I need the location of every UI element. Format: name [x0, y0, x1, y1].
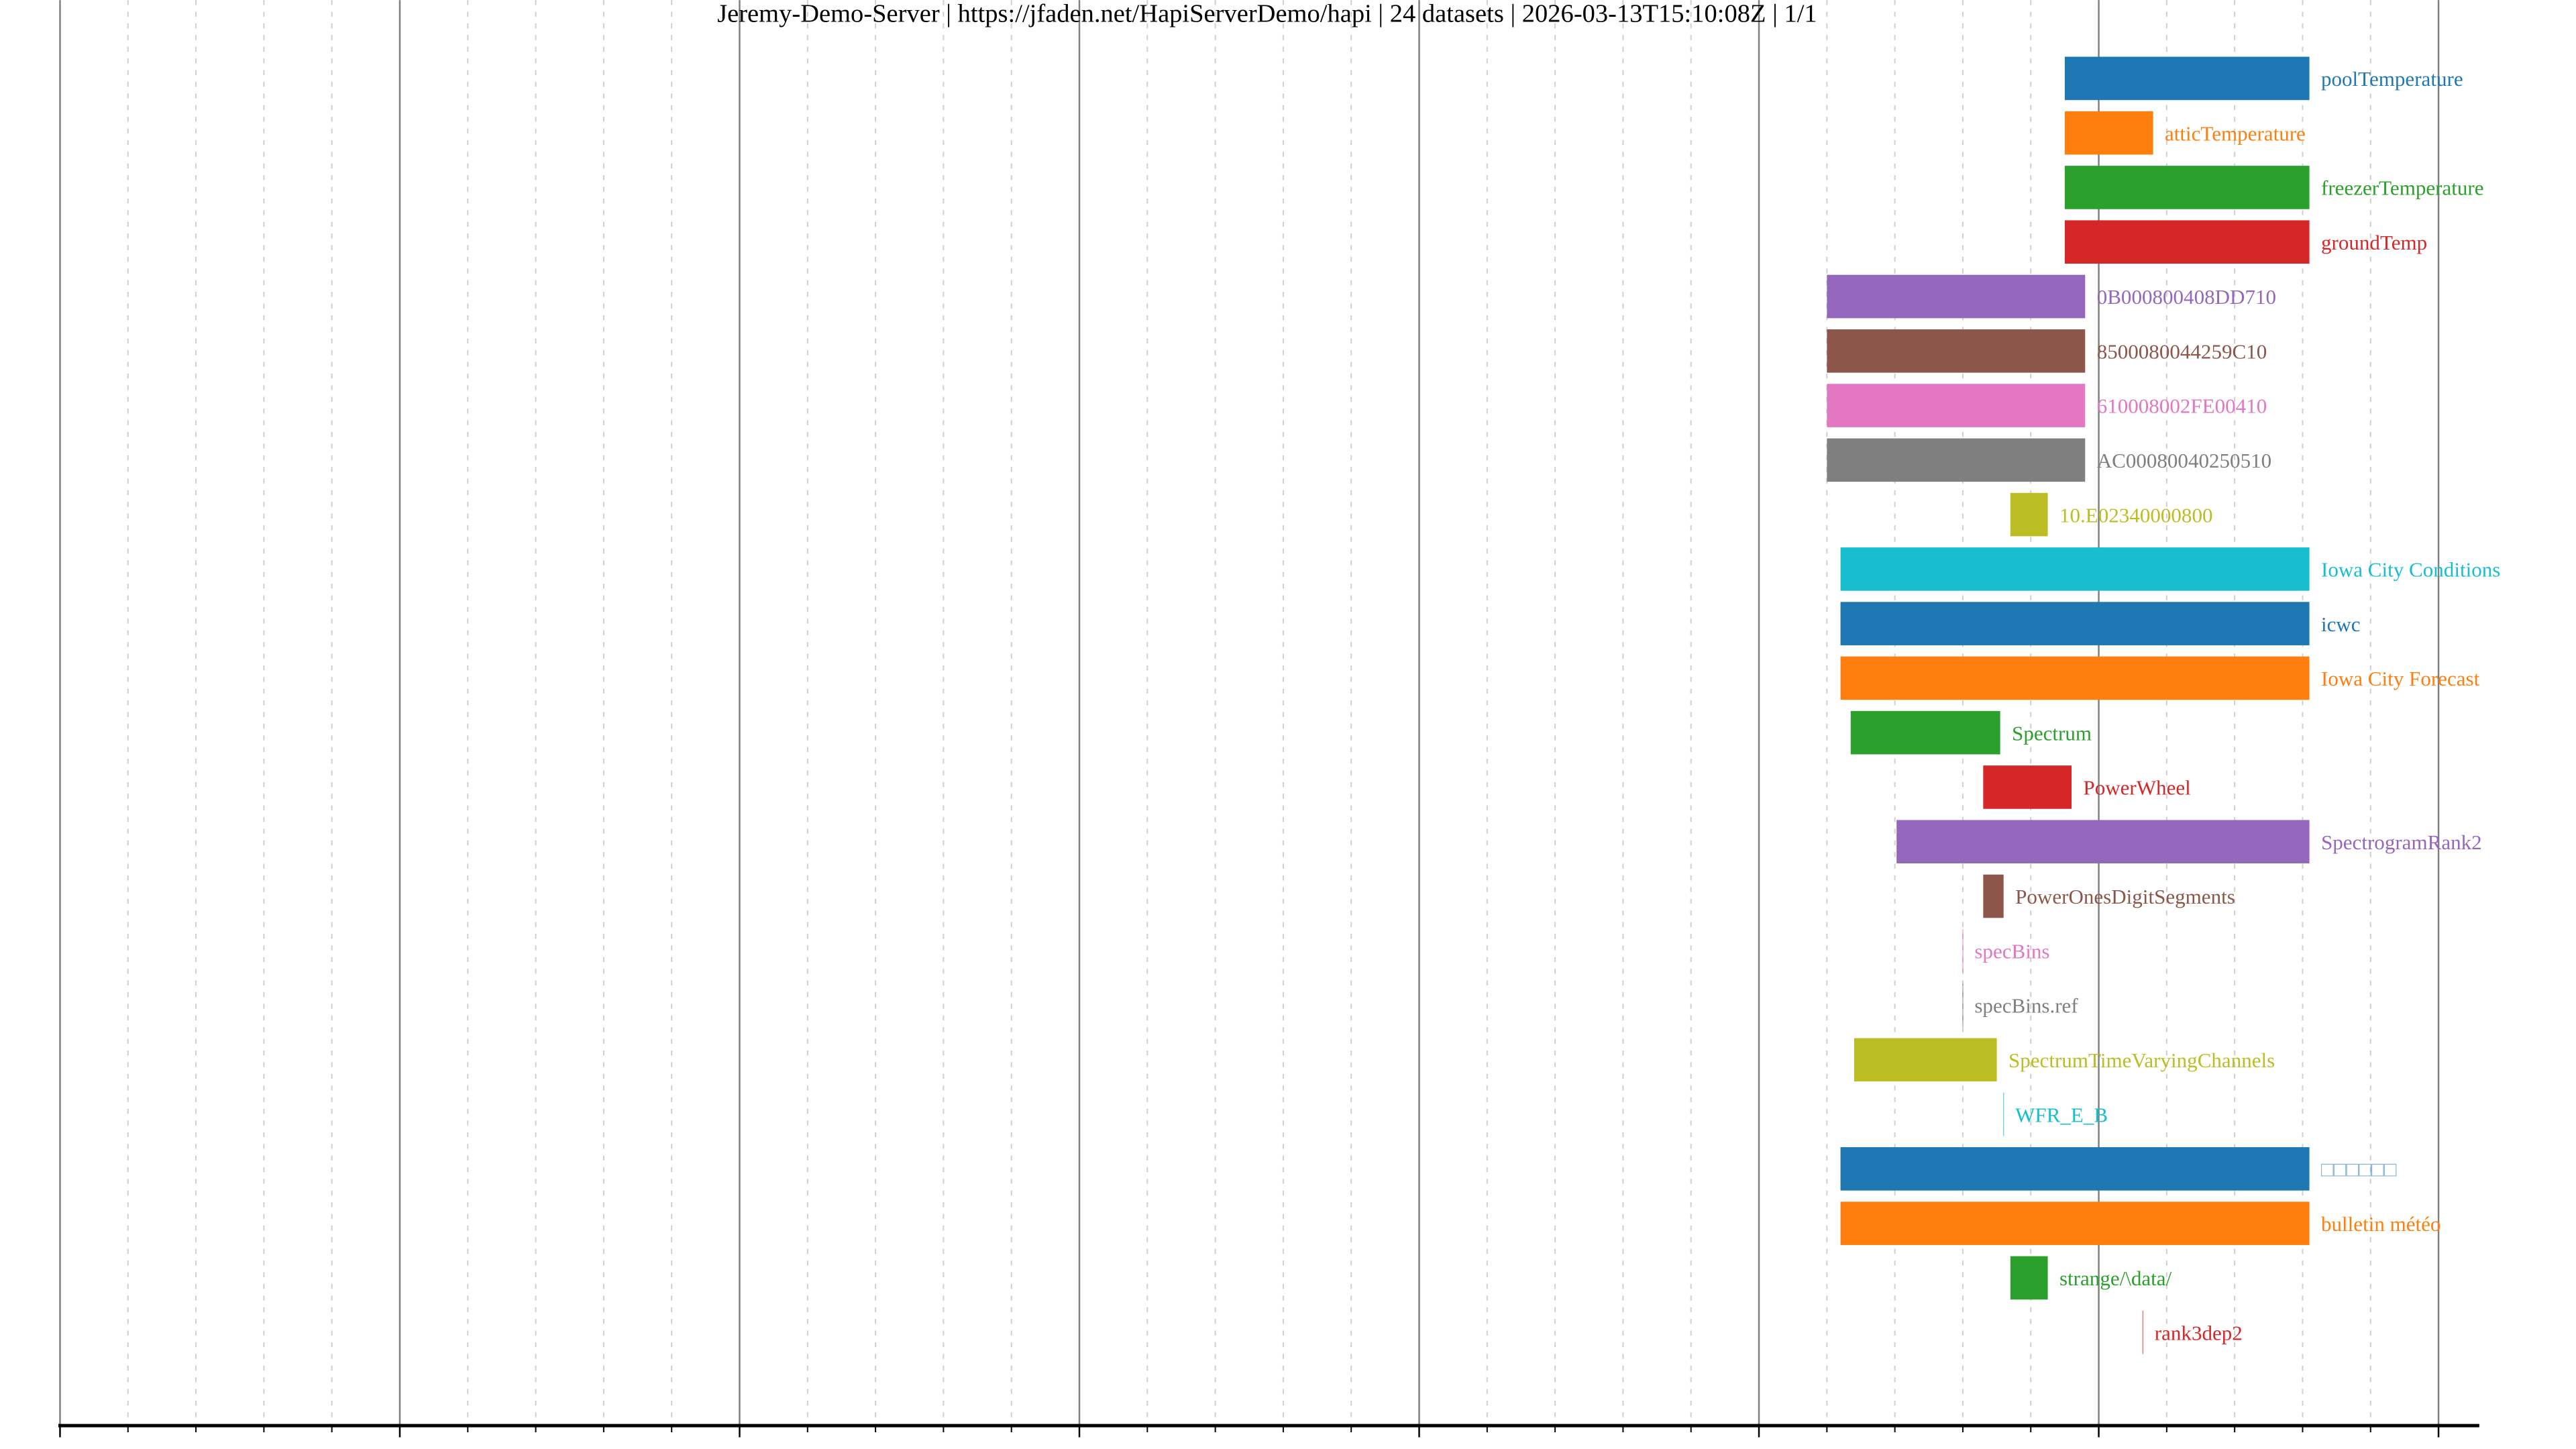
- dataset-bar: [1827, 438, 2086, 482]
- dataset-row: Iowa City Forecast: [1840, 656, 2480, 700]
- dataset-label: 610008002FE00410: [2097, 394, 2267, 418]
- dataset-label: atticTemperature: [2165, 121, 2306, 145]
- chart-title: Jeremy-Demo-Server | https://jfaden.net/…: [717, 0, 1817, 28]
- dataset-bars: poolTemperature atticTemperature freezerTe…: [1827, 56, 2500, 1354]
- dataset-bar: [1896, 820, 2310, 864]
- x-tick-label: 1990: [1053, 1447, 1105, 1449]
- dataset-bar: [1840, 656, 2310, 700]
- dataset-bar: [2064, 220, 2310, 264]
- dataset-row: Spectrum: [1850, 710, 2092, 755]
- dataset-label: groundTemp: [2321, 231, 2427, 254]
- dataset-label: rank3dep2: [2155, 1321, 2243, 1344]
- dataset-row: strange/\data/: [2010, 1256, 2172, 1300]
- dataset-row: □□□□□□: [1840, 1147, 2397, 1191]
- dataset-label: specBins.ref: [1974, 994, 2078, 1018]
- x-tick-label: 2030: [2413, 1447, 2465, 1449]
- dataset-label: PowerOnesDigitSegments: [2015, 885, 2235, 908]
- dataset-label: Iowa City Forecast: [2321, 667, 2480, 690]
- dataset-row: rank3dep2: [2142, 1310, 2243, 1354]
- dataset-label: freezerTemperature: [2321, 176, 2484, 200]
- dataset-row: bulletin météo: [1840, 1201, 2440, 1245]
- dataset-bar: [1827, 384, 2086, 427]
- dataset-row: SpectrumTimeVaryingChannels: [1854, 1038, 2275, 1082]
- dataset-label: poolTemperature: [2321, 67, 2463, 91]
- dataset-bar: [2064, 166, 2310, 209]
- dataset-row: specBins: [1962, 928, 2049, 973]
- dataset-label: AC00080040250510: [2097, 449, 2271, 472]
- dataset-bar: [1840, 602, 2310, 645]
- dataset-row: 0B000800408DD710: [1827, 274, 2276, 319]
- dataset-row: 610008002FE00410: [1827, 384, 2267, 427]
- dataset-row: Iowa City Conditions: [1840, 547, 2500, 591]
- dataset-row: 8500080044259C10: [1827, 329, 2267, 373]
- dataset-label: Spectrum: [2012, 721, 2092, 745]
- dataset-bar: [1840, 547, 2310, 591]
- dataset-label: strange/\data/: [2059, 1267, 2172, 1290]
- dataset-label: □□□□□□: [2321, 1158, 2397, 1181]
- dataset-label: PowerWheel: [2083, 776, 2190, 800]
- dataset-row: WFR_E_B: [2002, 1092, 2108, 1136]
- x-tick-label: 1960: [34, 1447, 86, 1449]
- dataset-bar: [1850, 710, 2000, 755]
- x-axis: 1960 1970 1980 1990 2000 2010 2020 2030: [34, 1424, 2479, 1449]
- dataset-label: Iowa City Conditions: [2321, 558, 2500, 582]
- dataset-row: poolTemperature: [2064, 56, 2463, 101]
- dataset-bar: [1983, 874, 2004, 918]
- dataset-label: 8500080044259C10: [2097, 339, 2267, 363]
- dataset-bar: [2064, 111, 2153, 155]
- dataset-bar: [2010, 492, 2048, 537]
- dataset-label: 10.E02340000800: [2059, 503, 2213, 527]
- dataset-label: bulletin météo: [2321, 1212, 2440, 1236]
- dataset-row: 10.E02340000800: [2010, 492, 2213, 537]
- dataset-bar: [1827, 329, 2086, 373]
- dataset-label: icwc: [2321, 612, 2361, 636]
- x-tick-label: 2000: [1393, 1447, 1445, 1449]
- dataset-row: PowerOnesDigitSegments: [1983, 874, 2235, 918]
- dataset-row: SpectrogramRank2: [1896, 820, 2482, 864]
- dataset-row: PowerWheel: [1983, 765, 2191, 809]
- dataset-bar: [1854, 1038, 1997, 1082]
- dataset-bar: [1840, 1201, 2310, 1245]
- dataset-row: AC00080040250510: [1827, 438, 2271, 482]
- dataset-label: 0B000800408DD710: [2097, 285, 2276, 309]
- dataset-bar: [1827, 274, 2086, 319]
- dataset-bar: [2010, 1256, 2048, 1300]
- dataset-row: freezerTemperature: [2064, 166, 2484, 209]
- x-tick-label: 2010: [1733, 1447, 1785, 1449]
- dataset-label: SpectrogramRank2: [2321, 830, 2482, 854]
- dataset-label: SpectrumTimeVaryingChannels: [2008, 1049, 2275, 1072]
- dataset-bar: [1983, 765, 2072, 809]
- x-tick-label: 2020: [2073, 1447, 2125, 1449]
- dataset-bar: [1840, 1147, 2310, 1191]
- x-tick-label: 1970: [374, 1447, 425, 1449]
- dataset-row: specBins.ref: [1962, 983, 2078, 1027]
- dataset-row: icwc: [1840, 602, 2361, 645]
- dataset-bar: [2064, 56, 2310, 101]
- dataset-row: atticTemperature: [2064, 111, 2306, 155]
- dataset-label: WFR_E_B: [2015, 1103, 2108, 1126]
- dataset-label: specBins: [1974, 939, 2049, 963]
- x-tick-label: 1980: [714, 1447, 765, 1449]
- dataset-row: groundTemp: [2064, 220, 2427, 264]
